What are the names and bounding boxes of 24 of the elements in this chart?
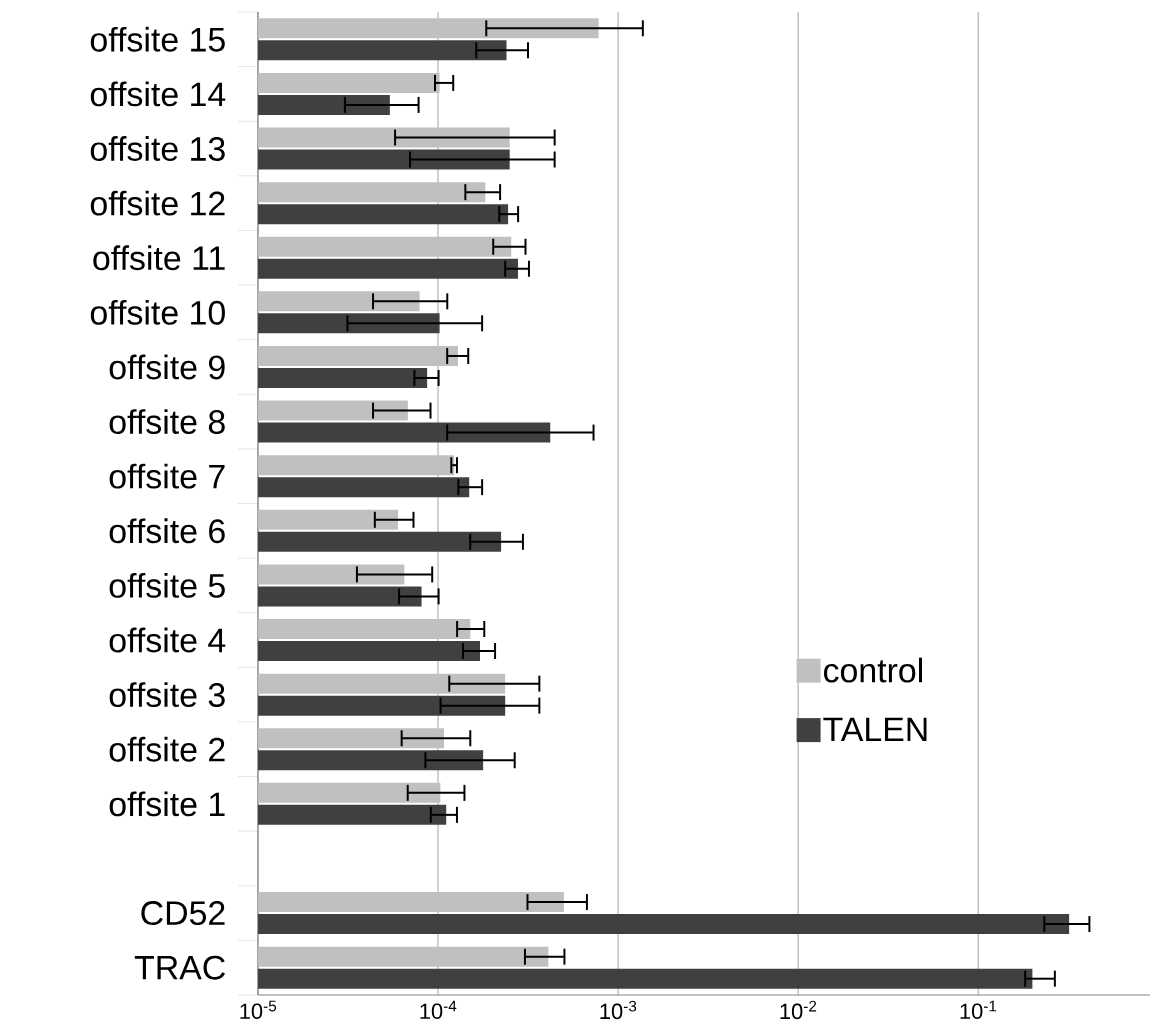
legend-label: TALEN [823, 717, 927, 742]
y-tick-label: offsite 7 [109, 463, 225, 489]
y-tick-label: offsite 14 [90, 81, 226, 107]
y-tick-label: offsite 2 [109, 736, 225, 762]
y-tick-label: offsite 10 [90, 299, 225, 325]
y-tick-label: offsite 5 [109, 572, 225, 598]
x-tick-label: 10$^{-3}$ [600, 1000, 637, 1020]
y-tick-label: offsite 3 [109, 682, 225, 708]
y-tick-label: offsite 1 [109, 791, 225, 817]
y-tick-label: offsite 15 [90, 26, 225, 52]
y-tick-label: offsite 9 [109, 354, 225, 380]
x-tick-label: 10$^{-4}$ [420, 1000, 457, 1019]
y-tick-label: offsite 6 [109, 518, 225, 544]
x-tick-label: 10$^{-2}$ [780, 1000, 817, 1020]
y-tick-label: CD52 [141, 901, 225, 926]
y-tick-label: offsite 4 [109, 627, 226, 653]
y-tick-label: offsite 8 [109, 409, 225, 435]
legend-label: control [824, 657, 922, 683]
y-tick-label: offsite 11 [93, 245, 225, 271]
y-tick-label: offsite 13 [90, 136, 225, 161]
y-tick-label: TRAC [134, 955, 225, 980]
x-tick-label: 10$^{-1}$ [960, 1000, 997, 1019]
x-tick-label: 10$^{-5}$ [240, 1000, 277, 1019]
y-tick-label: offsite 12 [90, 190, 225, 216]
